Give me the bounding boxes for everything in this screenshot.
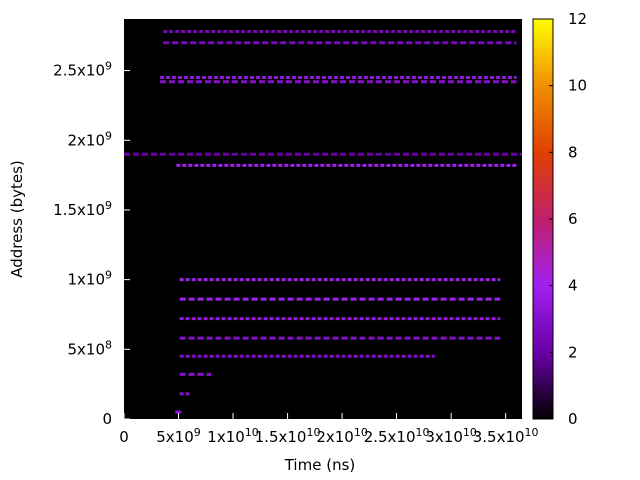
x-tick-label: 2.5x1010 [364,426,430,446]
y-tick-label: 0 [102,410,112,428]
x-tick-label: 0 [119,428,129,446]
plot-area [124,19,522,419]
y-axis-ticks: 0 5x108 1x109 1.5x109 2x109 2.5x109 [53,60,130,428]
x-tick-label: 3.5x1010 [473,426,539,446]
y-axis-label: Address (bytes) [8,160,26,278]
colorbar-tick-label: 6 [568,210,578,228]
colorbar-tick-label: 10 [568,77,587,95]
x-axis-label: Time (ns) [284,456,356,474]
x-tick-label: 1x1010 [207,426,259,446]
x-tick-label: 3x1010 [425,426,477,446]
x-tick-label: 2x1010 [316,426,368,446]
y-tick-label: 5x108 [67,338,112,358]
colorbar-tick-label: 2 [568,343,578,361]
y-tick-label: 2x109 [67,129,112,149]
colorbar-tick-label: 0 [568,410,578,428]
colorbar-tick-label: 8 [568,143,578,161]
colorbar-tick-label: 4 [568,277,578,295]
x-tick-label: 1.5x1010 [255,426,321,446]
y-tick-label: 2.5x109 [53,60,112,80]
y-tick-label: 1.5x109 [53,199,112,219]
y-tick-label: 1x109 [67,269,112,289]
colorbar-ticks: 0 2 4 6 8 10 12 [549,10,587,428]
x-tick-label: 5x109 [156,426,201,446]
heatmap-bands [124,30,522,414]
colorbar-tick-label: 12 [568,10,587,28]
